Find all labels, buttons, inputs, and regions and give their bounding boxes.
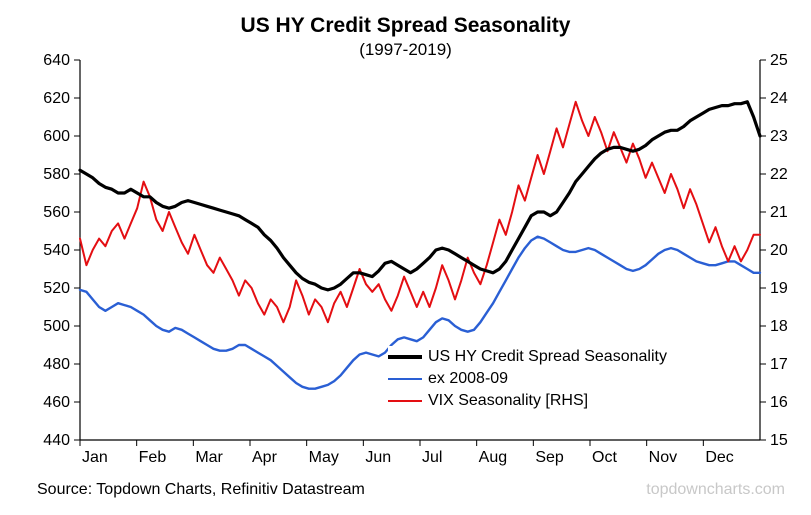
svg-text:16: 16 bbox=[770, 394, 788, 411]
svg-text:15: 15 bbox=[770, 432, 788, 449]
legend-label: ex 2008-09 bbox=[428, 370, 508, 388]
svg-text:Apr: Apr bbox=[252, 449, 278, 466]
svg-text:Jan: Jan bbox=[82, 449, 108, 466]
svg-text:600: 600 bbox=[43, 128, 70, 145]
svg-text:580: 580 bbox=[43, 166, 70, 183]
svg-text:Jun: Jun bbox=[365, 449, 391, 466]
svg-text:Dec: Dec bbox=[705, 449, 733, 466]
chart-container: US HY Credit Spread Seasonality (1997-20… bbox=[0, 0, 811, 515]
svg-text:Aug: Aug bbox=[479, 449, 507, 466]
svg-text:25: 25 bbox=[770, 52, 788, 69]
chart-plot: 440 460 480 500 520 540 560 580 600 620 640 15 16 17 1… bbox=[0, 0, 811, 515]
svg-text:Oct: Oct bbox=[592, 449, 617, 466]
svg-text:Jul: Jul bbox=[422, 449, 442, 466]
svg-text:620: 620 bbox=[43, 90, 70, 107]
legend-swatch bbox=[388, 400, 422, 403]
svg-text:460: 460 bbox=[43, 394, 70, 411]
legend-item: ex 2008-09 bbox=[388, 368, 667, 390]
legend-item: VIX Seasonality [RHS] bbox=[388, 390, 667, 412]
svg-text:Nov: Nov bbox=[649, 449, 677, 466]
legend-swatch bbox=[388, 355, 422, 358]
svg-text:Sep: Sep bbox=[535, 449, 564, 466]
svg-text:May: May bbox=[309, 449, 339, 466]
legend-item: US HY Credit Spread Seasonality bbox=[388, 346, 667, 368]
legend: US HY Credit Spread Seasonality ex 2008-0… bbox=[388, 346, 667, 412]
svg-text:19: 19 bbox=[770, 280, 788, 297]
svg-text:20: 20 bbox=[770, 242, 788, 259]
svg-text:Mar: Mar bbox=[195, 449, 223, 466]
legend-label: VIX Seasonality [RHS] bbox=[428, 392, 588, 410]
source-text: Source: Topdown Charts, Refinitiv Datast… bbox=[37, 481, 365, 499]
svg-text:440: 440 bbox=[43, 432, 70, 449]
svg-text:540: 540 bbox=[43, 242, 70, 259]
legend-label: US HY Credit Spread Seasonality bbox=[428, 348, 667, 366]
svg-text:480: 480 bbox=[43, 356, 70, 373]
svg-text:22: 22 bbox=[770, 166, 788, 183]
svg-text:500: 500 bbox=[43, 318, 70, 335]
svg-text:23: 23 bbox=[770, 128, 788, 145]
watermark-text: topdowncharts.com bbox=[646, 481, 785, 499]
svg-text:520: 520 bbox=[43, 280, 70, 297]
svg-text:Feb: Feb bbox=[139, 449, 167, 466]
svg-text:640: 640 bbox=[43, 52, 70, 69]
svg-text:560: 560 bbox=[43, 204, 70, 221]
svg-text:18: 18 bbox=[770, 318, 788, 335]
svg-text:21: 21 bbox=[770, 204, 788, 221]
svg-text:17: 17 bbox=[770, 356, 788, 373]
svg-text:24: 24 bbox=[770, 90, 788, 107]
legend-swatch bbox=[388, 378, 422, 381]
